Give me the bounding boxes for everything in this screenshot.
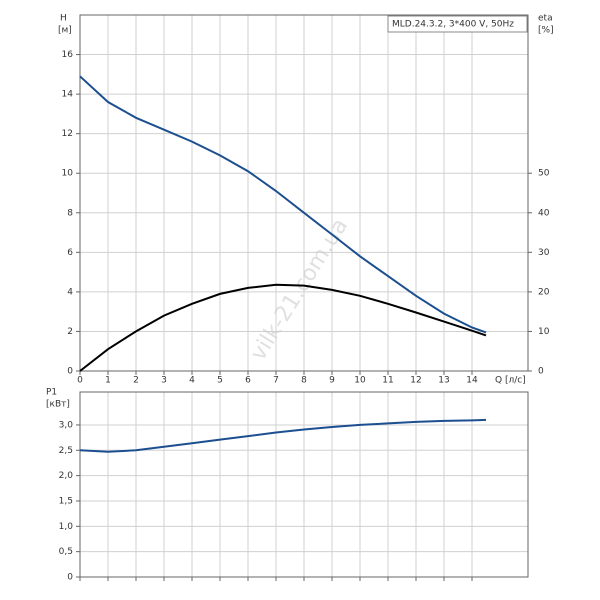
- y-tick-label: 4: [67, 287, 73, 297]
- x-tick-label: 5: [217, 376, 223, 386]
- y-label: P1: [46, 388, 57, 398]
- y-tick-label: 1,5: [59, 496, 73, 506]
- x-tick-label: 7: [273, 376, 279, 386]
- y-tick-label: 2: [67, 327, 73, 337]
- y-unit: [м]: [58, 26, 72, 36]
- y-label: H: [60, 14, 67, 24]
- y-tick-label: 0,5: [59, 547, 73, 557]
- y2-tick-label: 30: [538, 248, 550, 258]
- annotation: MLD.24.3.2, 3*400 V, 50Hz: [392, 20, 514, 30]
- y-tick-label: 2,0: [59, 471, 74, 481]
- y-tick-label: 8: [67, 208, 73, 218]
- y2-tick-label: 50: [538, 169, 550, 179]
- x-tick-label: 1: [105, 376, 111, 386]
- x-tick-label: 12: [410, 376, 421, 386]
- data-line: [79, 418, 487, 453]
- x-label: Q [л/с]: [495, 376, 526, 386]
- x-tick-label: 11: [382, 376, 393, 386]
- y2-unit: [%]: [538, 26, 554, 36]
- y-tick-label: 6: [67, 248, 73, 258]
- y-tick-label: 12: [62, 129, 73, 139]
- x-tick-label: 6: [245, 376, 251, 386]
- y2-tick-label: 20: [538, 287, 550, 297]
- x-tick-label: 0: [77, 376, 83, 386]
- y2-tick-label: 0: [538, 367, 544, 377]
- x-tick-label: 14: [466, 376, 478, 386]
- y-unit: [кВт]: [46, 400, 70, 410]
- y-tick-label: 10: [62, 169, 74, 179]
- y-tick-label: 0: [67, 573, 73, 583]
- y-tick-label: 0: [67, 367, 73, 377]
- x-tick-label: 2: [133, 376, 139, 386]
- legend-box: [387, 15, 528, 33]
- data-line: [79, 283, 487, 372]
- y2-label: eta: [538, 14, 553, 24]
- x-tick-label: 4: [189, 376, 195, 386]
- y-tick-label: 3,0: [59, 420, 74, 430]
- y-tick-label: 2,5: [59, 446, 73, 456]
- y-tick-label: 14: [62, 90, 74, 100]
- y2-tick-label: 40: [538, 208, 550, 218]
- y-tick-label: 16: [62, 50, 74, 60]
- watermark: vilk-21.com.ua: [246, 214, 353, 365]
- data-line: [79, 75, 487, 334]
- x-tick-label: 3: [161, 376, 167, 386]
- x-tick-label: 10: [354, 376, 366, 386]
- y-tick-label: 1,0: [59, 522, 74, 532]
- x-tick-label: 13: [438, 376, 449, 386]
- x-tick-label: 8: [301, 376, 307, 386]
- y2-tick-label: 10: [538, 327, 550, 337]
- x-tick-label: 9: [329, 376, 335, 386]
